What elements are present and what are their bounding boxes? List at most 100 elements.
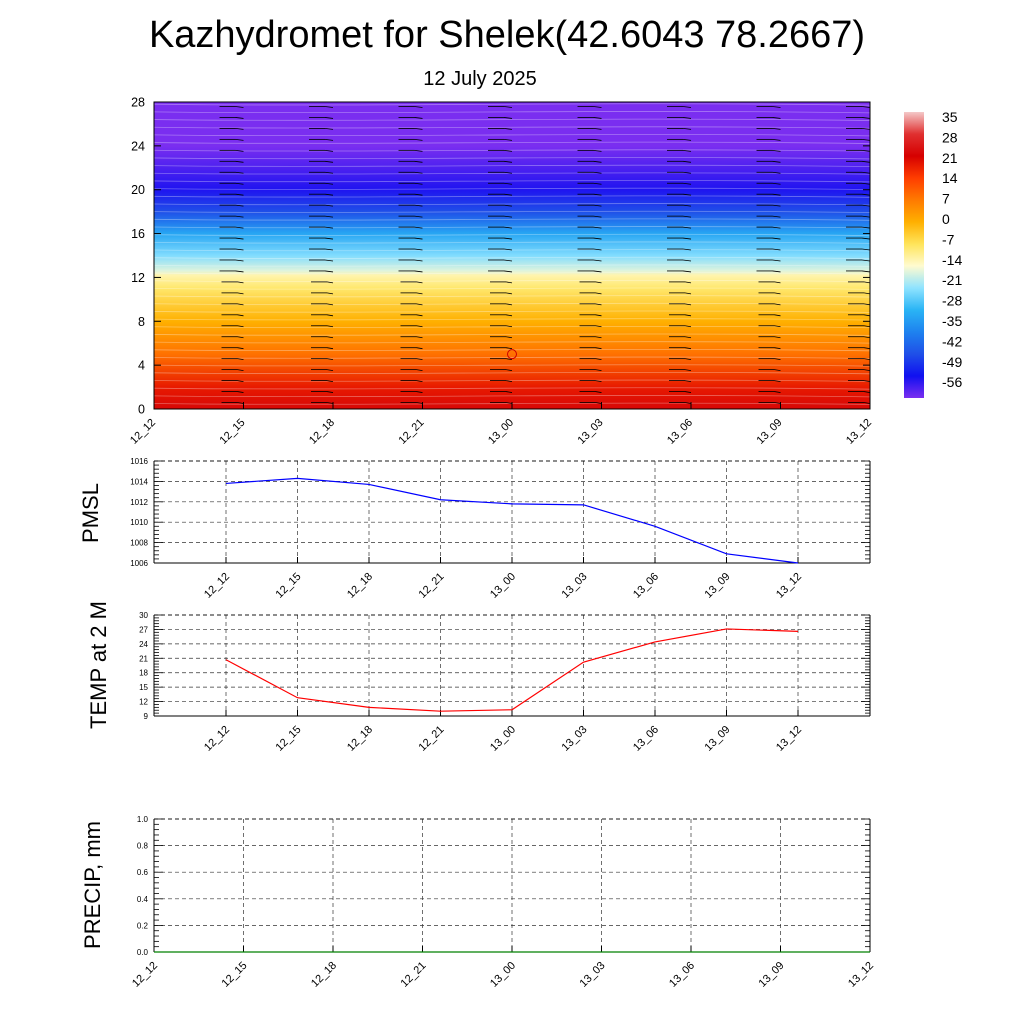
wind-barb xyxy=(326,380,334,382)
series-line xyxy=(225,628,799,712)
wind-barb xyxy=(595,347,602,350)
y-tick-label: 21 xyxy=(139,654,148,663)
wind-barb xyxy=(503,149,513,152)
wind-barb xyxy=(154,205,155,207)
wind-barb xyxy=(324,259,334,262)
y-tick-label: 24 xyxy=(131,139,145,153)
wind-barb xyxy=(772,237,781,240)
x-tick-label: 12_15 xyxy=(274,724,304,754)
wind-barb xyxy=(593,248,602,251)
wind-barb xyxy=(863,292,870,295)
wind-barb xyxy=(684,325,692,328)
wind-barb xyxy=(416,292,423,295)
wind-barb xyxy=(682,117,692,119)
colorbar-label: 7 xyxy=(942,191,950,207)
y-tick-label: 20 xyxy=(131,183,145,197)
wind-barb xyxy=(505,391,513,393)
wind-barb xyxy=(863,391,870,393)
x-tick-label: 13_09 xyxy=(755,417,785,447)
wind-barb xyxy=(235,193,244,196)
y-tick-label: 4 xyxy=(138,359,145,373)
wind-barb xyxy=(772,171,781,174)
wind-barb xyxy=(503,215,513,218)
y-tick-label: 0.4 xyxy=(137,895,149,904)
wind-barb xyxy=(505,292,513,295)
colorbar-label: 21 xyxy=(942,150,958,166)
wind-barb xyxy=(593,204,602,207)
wind-barb xyxy=(154,271,155,272)
wind-barb xyxy=(774,402,781,404)
temp-2m-panel: 9 12 15 18 21 24 27 30 12_12 12_15 12_18 12_21 13_00… xyxy=(86,601,871,754)
wind-barb xyxy=(861,106,870,108)
wind-barb xyxy=(154,150,155,152)
wind-barb xyxy=(593,270,602,273)
contour-line xyxy=(154,341,870,344)
wind-barb xyxy=(154,370,155,371)
temperature-cross-section-panel: 0 4 8 12 16 20 24 28 12_12 12_15 12_18 12_21 13_00 13… xyxy=(128,96,874,447)
wind-barb xyxy=(595,281,602,284)
wind-barb xyxy=(503,171,513,174)
y-tick-label: 1006 xyxy=(130,559,148,568)
wind-barb xyxy=(326,336,334,339)
wind-barb xyxy=(593,226,602,229)
colorbar-label: 35 xyxy=(942,109,958,125)
wind-barb xyxy=(235,160,244,163)
wind-barb xyxy=(682,149,692,152)
wind-barb xyxy=(861,117,870,119)
wind-barb xyxy=(772,226,781,229)
wind-barb xyxy=(593,160,602,163)
wind-barb xyxy=(416,325,423,328)
colorbar-label: -35 xyxy=(942,313,962,329)
colorbar-label: 14 xyxy=(942,170,958,186)
wind-barb xyxy=(237,325,244,328)
wind-barb xyxy=(154,282,155,283)
wind-barb xyxy=(772,215,781,218)
wind-barb xyxy=(503,270,513,273)
wind-barb xyxy=(774,292,781,295)
wind-barb xyxy=(414,128,423,130)
wind-barb xyxy=(772,160,781,163)
wind-barb xyxy=(593,215,602,218)
wind-barb xyxy=(684,292,692,295)
wind-barb xyxy=(154,403,155,404)
wind-barb xyxy=(503,226,513,229)
colorbar-label: -56 xyxy=(942,374,962,390)
wind-barb xyxy=(772,106,781,108)
wind-barb xyxy=(414,237,423,240)
y-axis-title: PRECIP, mm xyxy=(80,821,105,949)
wind-barb xyxy=(416,303,423,306)
x-tick-label: 13_12 xyxy=(844,417,874,447)
wind-barb xyxy=(154,118,155,119)
contour-line xyxy=(154,241,870,244)
wind-barb xyxy=(593,171,602,174)
wind-barb xyxy=(863,402,870,404)
wind-barb xyxy=(154,260,155,261)
wind-barb xyxy=(684,358,692,361)
contour-line xyxy=(154,256,870,260)
colorbar-label: 28 xyxy=(942,129,958,145)
wind-barb xyxy=(503,106,513,108)
wind-barb xyxy=(505,380,513,382)
x-tick-label: 13_00 xyxy=(488,571,518,601)
wind-barb xyxy=(772,248,781,251)
x-tick-label: 13_00 xyxy=(486,417,516,447)
wind-barb xyxy=(684,347,692,350)
x-tick-label: 13_03 xyxy=(560,571,590,601)
wind-barb xyxy=(324,138,334,141)
wind-barb xyxy=(684,402,692,404)
contour-line xyxy=(154,371,870,375)
pmsl-panel: 1006 1008 1010 1012 1014 1016 12_12 12_15 12_18 1… xyxy=(78,457,871,601)
wind-barb xyxy=(503,259,513,262)
contour-line xyxy=(154,172,870,175)
wind-barb xyxy=(237,336,244,339)
wind-barb xyxy=(772,149,781,152)
wind-barb xyxy=(235,248,244,251)
wind-barb xyxy=(414,248,423,251)
wind-barb xyxy=(863,336,870,339)
x-tick-label: 12_18 xyxy=(345,724,375,754)
wind-barb xyxy=(503,193,513,196)
wind-barb xyxy=(595,303,602,306)
wind-barb xyxy=(326,281,334,284)
contour-line xyxy=(154,295,870,298)
wind-barb xyxy=(414,270,423,273)
